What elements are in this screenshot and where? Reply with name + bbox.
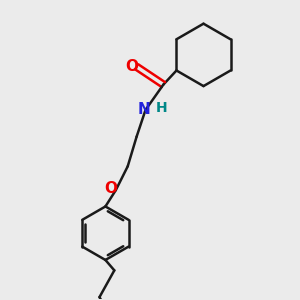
Text: N: N <box>138 102 150 117</box>
Text: O: O <box>104 181 117 196</box>
Text: H: H <box>156 101 168 116</box>
Text: O: O <box>125 59 138 74</box>
